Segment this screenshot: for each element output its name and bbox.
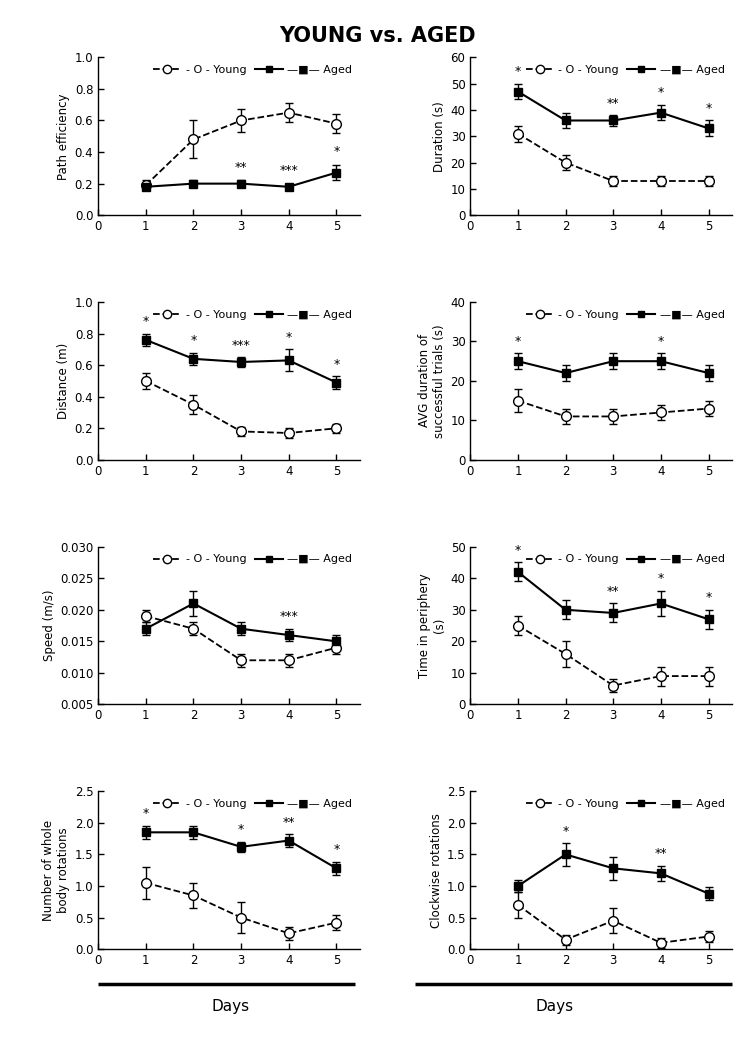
Y-axis label: Number of whole
body rotations: Number of whole body rotations: [42, 820, 70, 921]
Text: *: *: [333, 145, 340, 159]
Text: **: **: [655, 847, 667, 860]
Y-axis label: Distance (m): Distance (m): [57, 343, 70, 419]
Y-axis label: Time in periphery
(s): Time in periphery (s): [418, 574, 446, 678]
Text: ***: ***: [279, 165, 298, 177]
Text: **: **: [607, 585, 620, 598]
Text: YOUNG vs. AGED: YOUNG vs. AGED: [279, 26, 476, 46]
Legend: - O - Young, —■— Aged: - O - Young, —■— Aged: [151, 797, 355, 811]
Text: **: **: [607, 97, 620, 110]
Text: *: *: [658, 573, 664, 585]
Legend: - O - Young, —■— Aged: - O - Young, —■— Aged: [523, 63, 727, 77]
Text: **: **: [282, 816, 295, 829]
Text: *: *: [658, 335, 664, 347]
Text: *: *: [143, 315, 149, 329]
Text: *: *: [562, 825, 569, 838]
Text: *: *: [705, 102, 712, 115]
Legend: - O - Young, —■— Aged: - O - Young, —■— Aged: [523, 552, 727, 566]
Text: ***: ***: [279, 610, 298, 624]
Legend: - O - Young, —■— Aged: - O - Young, —■— Aged: [151, 63, 355, 77]
Text: *: *: [143, 807, 149, 821]
Y-axis label: Clockwise rotations: Clockwise rotations: [430, 812, 442, 927]
Y-axis label: AVG duration of
successful trials (s): AVG duration of successful trials (s): [418, 324, 446, 438]
Text: Days: Days: [536, 999, 574, 1014]
Y-axis label: Path efficiency: Path efficiency: [57, 93, 70, 179]
Text: **: **: [235, 162, 248, 174]
Text: Days: Days: [211, 999, 249, 1014]
Text: *: *: [333, 844, 340, 856]
Legend: - O - Young, —■— Aged: - O - Young, —■— Aged: [523, 308, 727, 322]
Text: *: *: [515, 543, 521, 557]
Text: *: *: [705, 591, 712, 604]
Y-axis label: Duration (s): Duration (s): [433, 101, 446, 172]
Legend: - O - Young, —■— Aged: - O - Young, —■— Aged: [523, 797, 727, 811]
Text: *: *: [333, 358, 340, 370]
Text: *: *: [658, 87, 664, 99]
Y-axis label: Speed (m/s): Speed (m/s): [43, 590, 56, 661]
Legend: - O - Young, —■— Aged: - O - Young, —■— Aged: [151, 308, 355, 322]
Text: *: *: [238, 823, 244, 836]
Text: *: *: [515, 335, 521, 347]
Text: *: *: [190, 334, 196, 347]
Text: *: *: [285, 331, 292, 344]
Text: *: *: [515, 65, 521, 78]
Text: ***: ***: [232, 339, 251, 351]
Legend: - O - Young, —■— Aged: - O - Young, —■— Aged: [151, 552, 355, 566]
